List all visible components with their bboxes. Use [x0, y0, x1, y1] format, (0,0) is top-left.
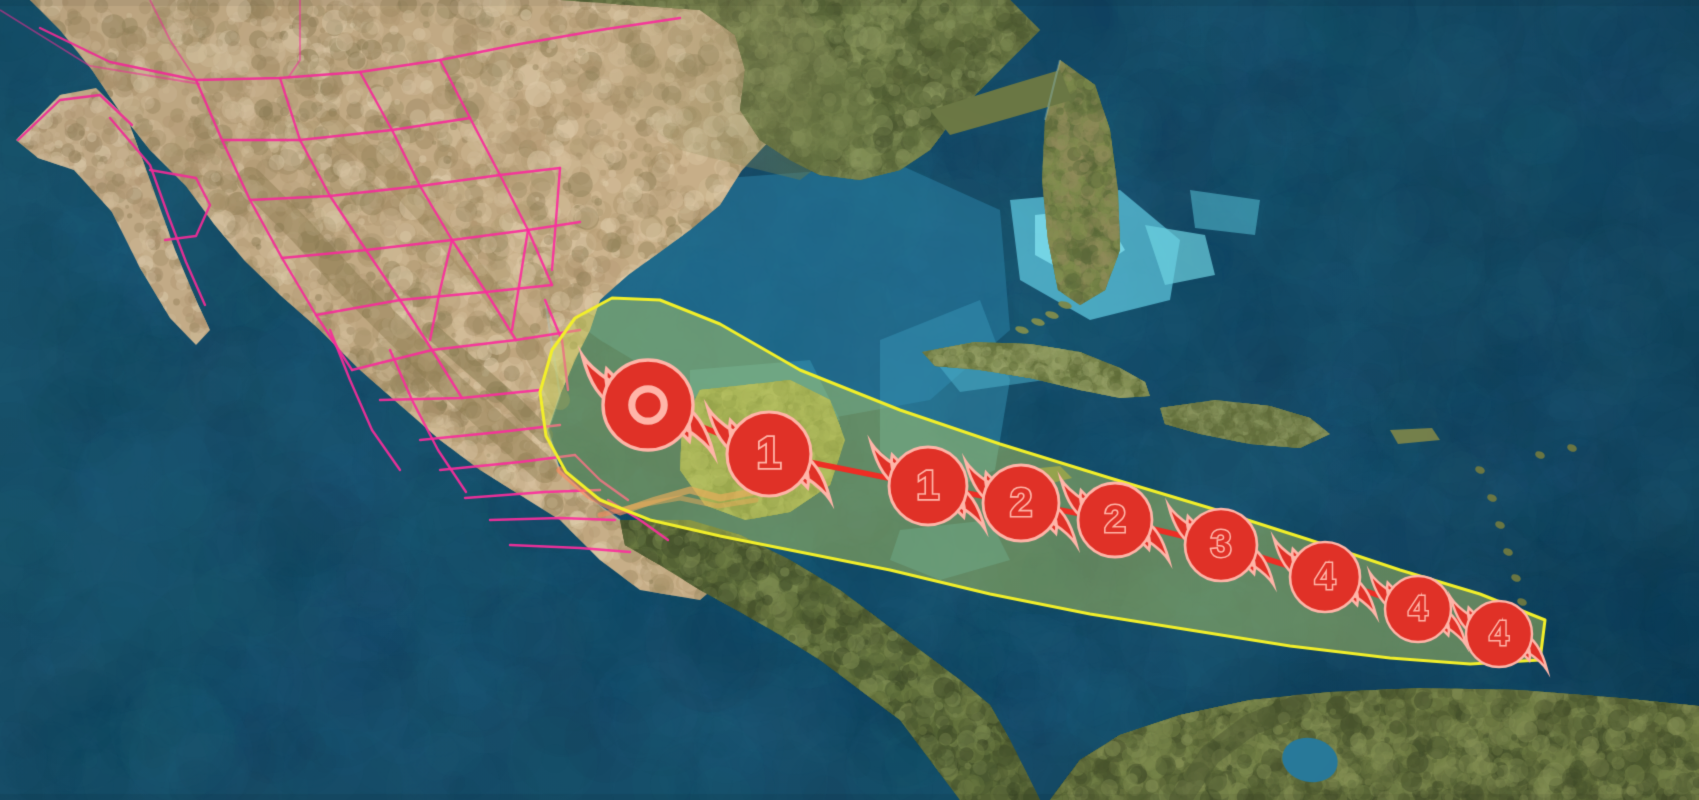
forecast-overlay-layer[interactable] [0, 0, 1699, 800]
hurricane-track-map[interactable]: Hurricane Forecast Track Gulf of Mexico,… [0, 0, 1699, 800]
